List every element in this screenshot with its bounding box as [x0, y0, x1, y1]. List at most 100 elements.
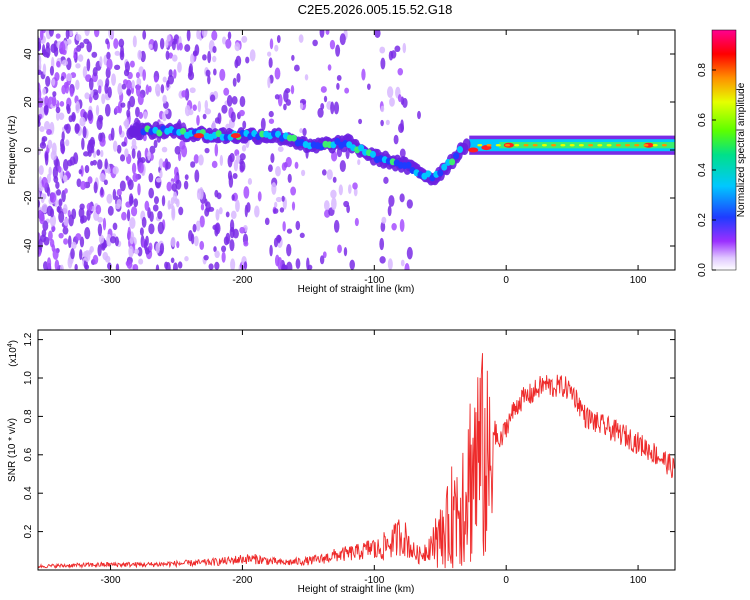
noise-speck — [239, 160, 246, 172]
noise-speck — [299, 232, 305, 239]
noise-speck — [157, 210, 163, 220]
noise-speck — [192, 223, 197, 233]
noise-speck — [331, 150, 338, 162]
snr-y-tick-label: 0.2 — [23, 524, 34, 538]
noise-speck — [330, 101, 335, 115]
noise-speck — [254, 205, 260, 218]
noise-speck — [87, 149, 92, 157]
noise-speck — [225, 38, 232, 49]
noise-speck — [106, 193, 113, 204]
noise-speck — [325, 30, 330, 35]
noise-speck — [221, 245, 227, 253]
noise-speck — [331, 197, 337, 211]
noise-speck — [214, 117, 220, 124]
ridge-core-speck — [661, 144, 667, 147]
ridge-core-speck — [551, 144, 557, 147]
noise-speck — [235, 199, 240, 213]
ridge-core-speck — [625, 144, 631, 147]
noise-speck — [117, 82, 123, 96]
noise-speck — [38, 97, 44, 105]
noise-speck — [84, 92, 90, 100]
noise-speck — [59, 264, 64, 270]
noise-speck — [213, 68, 217, 76]
noise-speck — [126, 260, 133, 269]
noise-speck — [104, 158, 108, 170]
noise-speck — [153, 40, 158, 52]
noise-speck — [225, 211, 230, 218]
noise-speck — [107, 86, 112, 99]
noise-speck — [84, 30, 90, 37]
noise-speck — [57, 165, 62, 173]
noise-speck — [96, 149, 101, 156]
noise-speck — [55, 111, 60, 121]
noise-speck — [273, 237, 279, 248]
noise-speck — [394, 45, 401, 53]
noise-speck — [241, 144, 247, 152]
noise-speck — [158, 158, 164, 169]
noise-speck — [83, 151, 89, 157]
noise-speck — [126, 109, 131, 118]
noise-speck — [385, 119, 390, 126]
ridge-core-speck — [541, 144, 547, 147]
noise-speck — [178, 206, 184, 216]
noise-speck — [214, 143, 219, 157]
noise-speck — [184, 104, 191, 117]
snr-y-multiplier: (x104) — [7, 340, 19, 367]
noise-speck — [204, 207, 210, 217]
noise-speck — [199, 215, 205, 228]
noise-speck — [126, 209, 131, 222]
noise-speck — [175, 198, 180, 208]
noise-speck — [241, 35, 248, 43]
noise-speck — [66, 103, 71, 112]
ridge-core-band — [499, 142, 675, 149]
noise-speck — [230, 258, 236, 270]
noise-speck — [120, 102, 126, 108]
noise-speck — [58, 198, 63, 207]
noise-speck — [94, 30, 100, 38]
noise-speck — [155, 177, 162, 183]
noise-speck — [260, 117, 266, 131]
noise-speck — [257, 191, 262, 202]
noise-speck — [391, 223, 397, 231]
ridge-blob-inner — [453, 152, 460, 160]
noise-speck — [339, 160, 346, 172]
noise-speck — [204, 99, 209, 111]
noise-speck — [124, 148, 129, 158]
noise-speck — [107, 166, 111, 174]
noise-speck — [357, 159, 361, 166]
noise-speck — [131, 80, 135, 89]
noise-speck — [175, 179, 182, 190]
noise-speck — [277, 146, 284, 152]
noise-speck — [61, 190, 66, 203]
ridge-core-speck — [523, 144, 529, 147]
noise-speck — [135, 84, 141, 97]
noise-speck — [279, 207, 285, 213]
noise-speck — [312, 39, 318, 47]
noise-speck — [61, 59, 69, 66]
noise-speck — [231, 194, 235, 201]
noise-speck — [277, 234, 281, 244]
noise-speck — [127, 179, 134, 191]
noise-speck — [51, 78, 56, 87]
noise-speck — [269, 244, 273, 257]
noise-speck — [129, 60, 135, 68]
noise-speck — [138, 258, 144, 265]
noise-speck — [97, 244, 102, 257]
noise-speck — [148, 172, 154, 183]
noise-speck — [123, 69, 130, 77]
ridge-hotspot — [643, 142, 654, 148]
noise-speck — [404, 262, 410, 270]
noise-speck — [393, 134, 399, 145]
noise-speck — [38, 118, 41, 124]
noise-speck — [337, 244, 342, 254]
noise-speck — [271, 182, 277, 195]
noise-speck — [168, 203, 174, 209]
noise-speck — [399, 148, 406, 158]
noise-speck — [298, 34, 304, 43]
noise-speck — [69, 87, 74, 97]
ridge-core-speck — [477, 144, 483, 147]
noise-speck — [91, 51, 98, 58]
noise-speck — [176, 240, 180, 249]
noise-speck — [82, 66, 88, 79]
